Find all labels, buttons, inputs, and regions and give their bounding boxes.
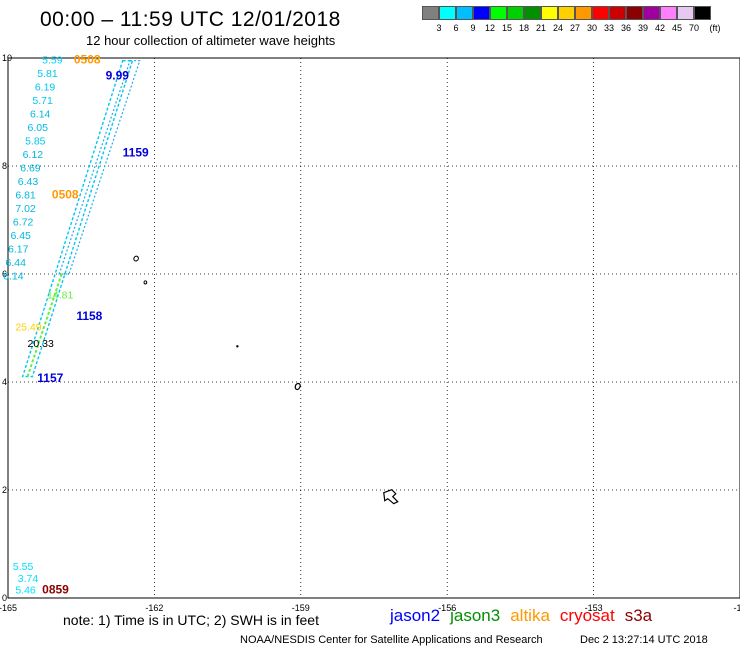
altimeter-track-swath [58,60,141,275]
color-scale-label: 42 [654,23,666,33]
map-subtitle: 12 hour collection of altimeter wave hei… [86,33,336,48]
island-outline [143,280,148,285]
swh-value-label: 6.14 [3,270,24,282]
pass-time-label: 0508 [52,187,79,201]
swh-value-label: 20.33 [28,338,54,350]
swh-value-label: 5.59 [42,54,63,66]
color-scale-label: 27 [569,23,581,33]
color-swatch [541,6,558,20]
pass-time-label: 1157 [37,371,63,385]
color-scale-label: 36 [620,23,632,33]
legend-altika: altika [510,606,550,625]
longitude-tick-label: -165 [0,603,17,613]
swh-value-label: 14.81 [47,289,73,301]
swh-value-label: 25.49 [15,322,41,334]
swh-value-label: 6.12 [23,149,44,161]
color-scale-label: 3 [436,23,442,33]
swh-value-label: 6.43 [18,176,39,188]
island-outline [383,489,399,505]
pass-time-label: 1159 [123,145,149,159]
legend-cryosat: cryosat [559,606,615,625]
swh-value-label: 6.19 [35,81,56,93]
legend-s3a: s3a [624,606,653,625]
swh-value-label: 7.02 [15,203,36,215]
swh-value-label: 6.45 [10,230,31,242]
color-scale-label: 9 [470,23,476,33]
color-scale-label: 24 [552,23,564,33]
swh-value-label: 5.55 [13,561,34,573]
pass-time-label: 9.99 [106,69,130,83]
legend-jason3: jason3 [450,606,501,625]
latitude-tick-label: 2 [2,485,7,495]
color-scale-label: 45 [671,23,683,33]
color-swatch [660,6,677,20]
island-outline [133,255,139,262]
pass-time-label: 0859 [42,583,69,597]
color-swatch [677,6,694,20]
swh-value-label: 6.17 [8,243,29,255]
swh-value-label: 3.74 [18,573,39,585]
altimeter-track-segment [26,273,63,377]
pass-time-label: 1158 [76,309,102,323]
color-scale-label: 21 [535,23,547,33]
units-note: note: 1) Time is in UTC; 2) SWH is in fe… [63,612,319,628]
pass-time-label: 0508 [74,52,101,66]
latitude-tick-label: 8 [2,161,7,171]
swh-value-label: 6.14 [30,108,51,120]
color-swatch [422,6,439,20]
color-scale-label: 12 [484,23,496,33]
color-swatch [524,6,541,20]
latitude-tick-label: 6 [2,269,7,279]
latitude-tick-label: 4 [2,377,7,387]
color-swatch [592,6,609,20]
color-swatch [643,6,660,20]
map-frame [7,57,740,599]
swh-value-label: 5.71 [32,95,53,107]
longitude-tick-label: -15 [733,603,740,613]
swh-value-label: 5.85 [25,135,46,147]
swh-value-label: 6.81 [15,189,36,201]
color-swatch [439,6,456,20]
color-scale-label: 15 [501,23,513,33]
satellite-legend: jason2 jason3 altika cryosat s3a [390,606,662,626]
color-scale-label: 33 [603,23,615,33]
color-scale-label: 18 [518,23,530,33]
island-outline [236,345,239,348]
color-swatch [609,6,626,20]
color-swatch [558,6,575,20]
swh-value-label: 6.05 [28,122,49,134]
color-scale-label: 70 [688,23,700,33]
color-swatch [490,6,507,20]
longitude-tick-label: -153 [585,603,603,613]
color-swatch [456,6,473,20]
color-scale-label: 39 [637,23,649,33]
color-scale-unit: (ft) [709,23,721,33]
color-swatch [473,6,490,20]
longitude-tick-label: -159 [292,603,310,613]
altimeter-track-swath [21,60,134,378]
legend-jason2: jason2 [390,606,441,625]
color-swatch [626,6,643,20]
swh-value-label: 6.44 [6,257,27,269]
longitude-tick-label: -162 [145,603,163,613]
credit-line: NOAA/NESDIS Center for Satellite Applica… [240,634,543,646]
swh-value-label: 6.69 [20,162,41,174]
color-scale-label: 30 [586,23,598,33]
swh-value-label: 5.81 [37,68,58,80]
latitude-tick-label: 10 [2,53,12,63]
latitude-tick-label: 0 [2,593,7,603]
generated-timestamp: Dec 2 13:27:14 UTC 2018 [580,634,708,646]
swh-value-label: 6.72 [13,216,34,228]
longitude-tick-label: -156 [438,603,456,613]
color-swatch [694,6,711,20]
map-title: 00:00 – 11:59 UTC 12/01/2018 [40,8,341,31]
color-scale-label: 6 [453,23,459,33]
color-swatch [507,6,524,20]
color-swatch [575,6,592,20]
island-outline [294,382,301,391]
swh-value-label: 5.46 [15,585,36,597]
